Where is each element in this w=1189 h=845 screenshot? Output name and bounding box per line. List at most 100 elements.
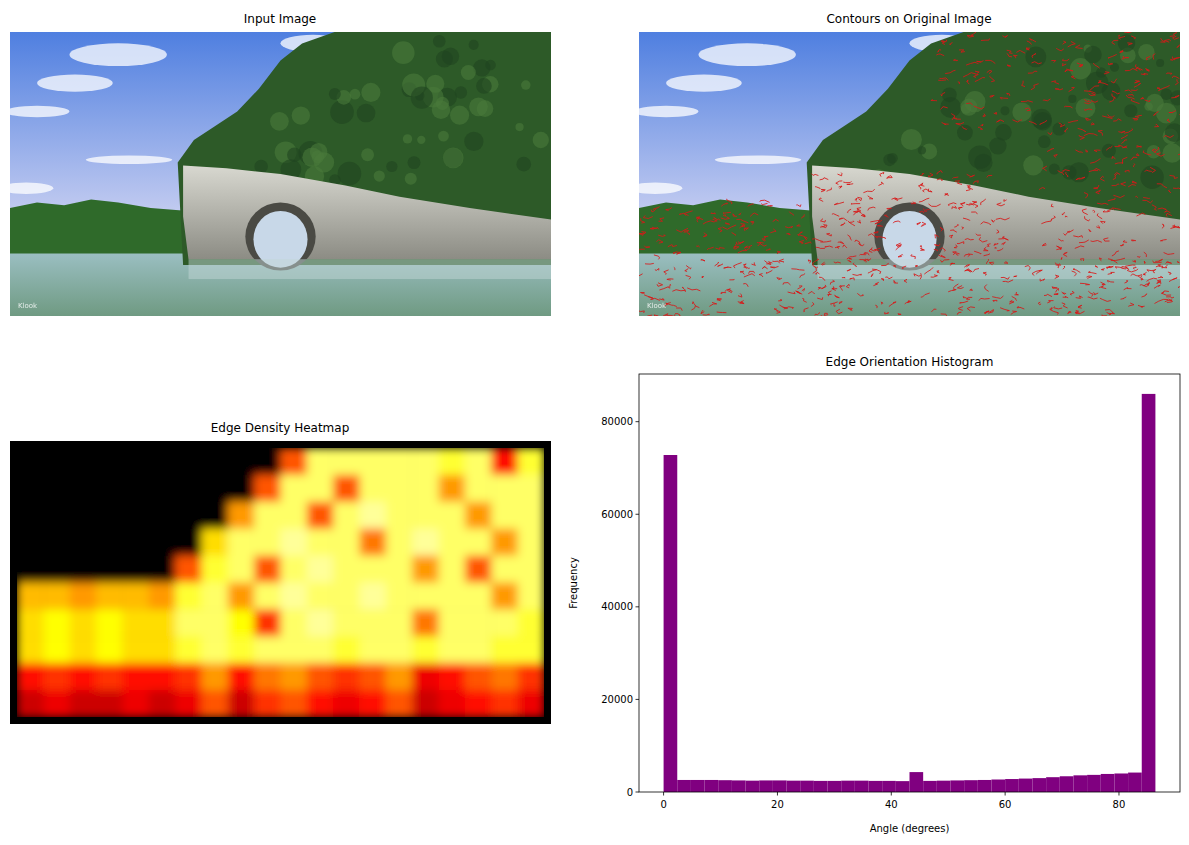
contour: [974, 251, 981, 254]
contour: [938, 79, 946, 81]
contour: [1131, 274, 1138, 276]
heat-cell: [201, 636, 228, 663]
contour: [989, 76, 994, 82]
contour: [657, 283, 663, 287]
heat-cell: [17, 502, 44, 529]
contour: [752, 262, 756, 265]
heat-cell: [281, 636, 308, 663]
contour: [948, 203, 956, 206]
contour: [1167, 73, 1172, 75]
contour: [972, 201, 977, 203]
contour: [966, 103, 972, 105]
heat-cell: [518, 609, 544, 636]
contour: [720, 292, 726, 293]
contour: [1032, 62, 1042, 64]
heat-cell: [491, 636, 518, 663]
cloud: [10, 183, 53, 194]
contour: [894, 281, 898, 284]
contour: [967, 32, 976, 36]
heat-cell: [149, 690, 176, 717]
contour: [847, 183, 853, 185]
heat-cell: [307, 475, 334, 502]
contour: [1001, 277, 1010, 279]
contour: [1041, 219, 1051, 224]
contour: [1157, 281, 1161, 284]
contour: [1172, 76, 1179, 79]
contour: [1120, 50, 1124, 52]
hist-bar: [787, 781, 801, 792]
contour: [1038, 302, 1041, 305]
heat-cell: [96, 636, 123, 663]
contour: [832, 214, 839, 217]
contour: [1059, 123, 1065, 127]
contour: [868, 207, 876, 210]
contour: [997, 203, 1005, 206]
heat-cell: [491, 663, 518, 690]
heat-cell: [307, 529, 334, 556]
contour: [778, 300, 782, 301]
contour: [818, 288, 822, 290]
heat-cell: [43, 475, 70, 502]
foliage: [1000, 106, 1009, 115]
contour: [1076, 178, 1081, 180]
heat-cell: [70, 690, 97, 717]
contour: [919, 198, 929, 202]
contour: [879, 182, 884, 185]
heat-cell: [333, 636, 360, 663]
contour: [1040, 279, 1045, 281]
contour: [965, 269, 973, 272]
hist-bar: [869, 781, 883, 792]
reflection: [818, 259, 1180, 279]
contour: [885, 215, 889, 217]
hist-bar: [814, 781, 828, 792]
heat-cell: [281, 583, 308, 610]
contour: [1025, 108, 1030, 111]
contour: [1096, 225, 1100, 228]
contour: [1131, 157, 1138, 160]
hist-bar: [1073, 775, 1087, 792]
contour: [1036, 270, 1042, 274]
foliage: [1102, 144, 1116, 158]
foliage: [1038, 135, 1051, 148]
contour: [1144, 252, 1147, 257]
contour: [797, 286, 802, 289]
mountain: [178, 32, 551, 265]
x-tick-label: 80: [1113, 799, 1126, 810]
contour: [1123, 241, 1127, 243]
contour: [836, 181, 843, 185]
contour: [1107, 313, 1111, 315]
contour: [796, 291, 801, 293]
heat-cell: [254, 583, 281, 610]
contour: [759, 274, 763, 278]
contour: [1079, 240, 1089, 243]
contour: [1104, 72, 1109, 74]
contour: [835, 295, 840, 298]
contour: [709, 302, 716, 306]
contour: [1071, 76, 1075, 79]
contour: [825, 246, 833, 247]
contour: [964, 265, 969, 268]
contour: [729, 279, 734, 281]
panel-title: Contours on Original Image: [826, 12, 991, 26]
contour: [1043, 166, 1047, 171]
contour: [967, 270, 972, 272]
contour: [872, 269, 881, 274]
contour: [1155, 259, 1162, 261]
heat-cell: [149, 663, 176, 690]
contour: [1141, 278, 1144, 280]
hist-bar: [855, 781, 869, 792]
foliage: [386, 161, 397, 172]
contour: [1170, 175, 1178, 178]
contour: [1073, 236, 1082, 238]
foliage: [901, 129, 922, 150]
contour: [1106, 267, 1113, 268]
contour: [744, 228, 748, 231]
foliage: [443, 148, 463, 168]
contour: [1051, 308, 1053, 310]
contour: [816, 247, 825, 248]
contour: [1169, 111, 1176, 113]
contour: [1099, 286, 1106, 289]
heat-cell: [175, 690, 202, 717]
heat-cell: [228, 663, 255, 690]
y-tick: [636, 606, 640, 607]
